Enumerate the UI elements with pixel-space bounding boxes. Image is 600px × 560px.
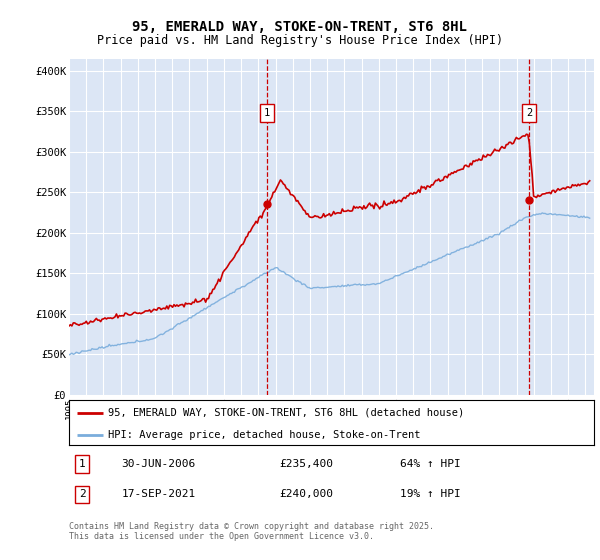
Text: 64% ↑ HPI: 64% ↑ HPI [400, 459, 461, 469]
Text: 1: 1 [79, 459, 86, 469]
Text: 19% ↑ HPI: 19% ↑ HPI [400, 489, 461, 500]
Text: 2: 2 [526, 108, 532, 118]
Text: 30-JUN-2006: 30-JUN-2006 [121, 459, 196, 469]
Text: 1: 1 [264, 108, 270, 118]
Text: HPI: Average price, detached house, Stoke-on-Trent: HPI: Average price, detached house, Stok… [109, 430, 421, 440]
Text: Price paid vs. HM Land Registry's House Price Index (HPI): Price paid vs. HM Land Registry's House … [97, 34, 503, 46]
Text: 17-SEP-2021: 17-SEP-2021 [121, 489, 196, 500]
Text: Contains HM Land Registry data © Crown copyright and database right 2025.
This d: Contains HM Land Registry data © Crown c… [69, 522, 434, 542]
Text: 95, EMERALD WAY, STOKE-ON-TRENT, ST6 8HL (detached house): 95, EMERALD WAY, STOKE-ON-TRENT, ST6 8HL… [109, 408, 464, 418]
Text: 95, EMERALD WAY, STOKE-ON-TRENT, ST6 8HL: 95, EMERALD WAY, STOKE-ON-TRENT, ST6 8HL [133, 20, 467, 34]
Text: £240,000: £240,000 [279, 489, 333, 500]
Text: 2: 2 [79, 489, 86, 500]
Text: £235,400: £235,400 [279, 459, 333, 469]
